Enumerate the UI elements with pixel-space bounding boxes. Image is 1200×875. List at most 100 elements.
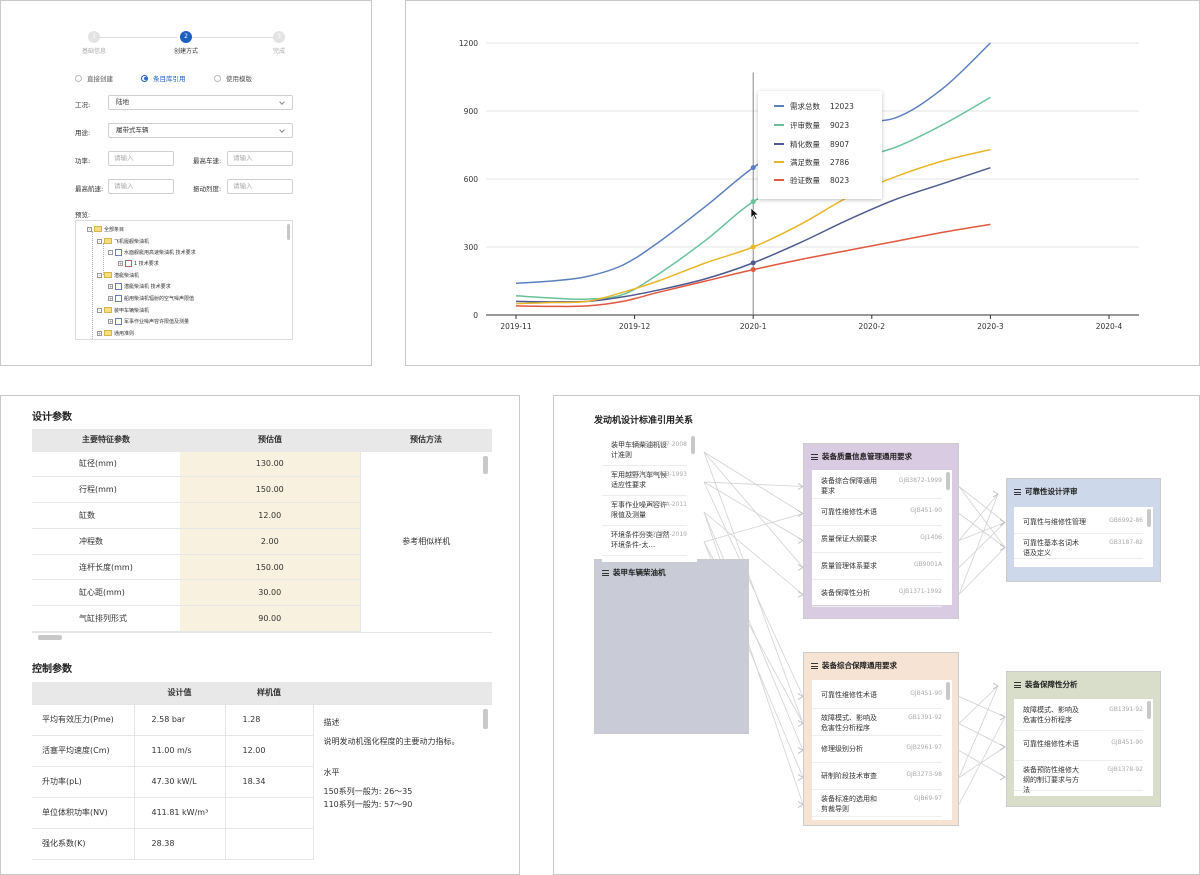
design-value[interactable]: 2.58 bar [134, 704, 226, 736]
vibration-input[interactable]: 请输入 [227, 179, 293, 194]
tree-scrollbar[interactable] [287, 224, 290, 240]
param-value[interactable]: 150.00 [180, 554, 360, 581]
vertical-scrollbar[interactable] [1147, 509, 1151, 527]
table-row[interactable]: 缸心距(mm) 30.00 [32, 579, 492, 607]
graph-node-list[interactable]: 可靠性维修性术语 GJB451-90 故障模式、影响及危害性分析程序 GB1391-9… [812, 680, 952, 820]
reference-edge [958, 685, 999, 724]
graph-node-supportability[interactable]: 装备保障性分析 故障模式、影响及危害性分析程序 GB1391-92 可靠性维修性术语 G… [1006, 671, 1161, 807]
standard-code: GJB2961-97 [906, 744, 942, 751]
table-row[interactable]: 行程(mm) 150.00 [32, 476, 492, 504]
graph-node-list[interactable]: 装备综合保障通用要求 GJB3872-1999 可靠性维修性术语 GJB451-90 质… [812, 470, 952, 607]
condition-select[interactable]: 陆地 [108, 95, 293, 110]
legend-swatch [774, 105, 784, 107]
standard-item[interactable]: 故障模式、影响及危害性分析程序 GB1391-92 [1014, 703, 1143, 731]
radio-library-reference[interactable]: 条目库引用 [141, 73, 186, 83]
standard-item[interactable]: 故障模式、影响及危害性分析程序 GB1391-92 [812, 711, 942, 736]
standard-item[interactable]: 军用越野汽车气候适应性要求 GJB1753-1993 [602, 468, 687, 496]
param-value[interactable]: 150.00 [180, 476, 360, 504]
preview-tree[interactable]: - 全部条目 - 飞机履舰柴油机 - 水面舰艇用高速柴油机 技术要求 +1 技术要求 … [75, 220, 293, 340]
tree-node[interactable]: + 通用准则 [97, 329, 134, 337]
reference-edge [958, 493, 999, 595]
tree-node[interactable]: + 船用柴油机辐射的空气噪声限值 [108, 294, 194, 302]
graph-node-support[interactable]: 装备综合保障通用要求 可靠性维修性术语 GJB451-90 故障模式、影响及危害性分析… [803, 652, 959, 826]
standard-name: 可靠性与维修性管理 [1023, 518, 1086, 526]
design-value[interactable]: 11.00 m/s [134, 735, 226, 767]
control-params-table: 设计值 样机值 平均有效压力(Pme) 2.58 bar 1.28 描述 说明发动机… [32, 682, 492, 860]
vertical-scrollbar[interactable] [1147, 701, 1151, 719]
graph-node-reliability[interactable]: 可靠性设计评审 可靠性与维修性管理 GB6992-86 可靠性基本名词术语及定义 GB3… [1006, 478, 1161, 582]
vertical-scrollbar[interactable] [483, 456, 488, 474]
standard-item[interactable]: 质量保证大纲要求 GJ1406 [812, 528, 942, 553]
standard-item[interactable]: 可靠性维修性术语 GJB451-90 [812, 684, 942, 709]
vertical-scrollbar[interactable] [691, 436, 695, 454]
table-row[interactable]: 单位体积功率(NV) 411.81 kW/m³ [32, 797, 492, 829]
sample-value[interactable]: 1.28 [225, 704, 314, 736]
standard-item[interactable]: 装备预防性维修大纲的制订要求与方法 GJB1378-92 [1014, 763, 1143, 794]
max-range-input[interactable]: 请输入 [108, 179, 174, 194]
tree-node[interactable]: - 潜艇柴油机 [97, 271, 139, 279]
graph-node-list[interactable]: 装甲车辆柴油机设计准则 GJB6227-2008 军用越野汽车气候适应性要求 GJB1… [602, 434, 697, 562]
vertical-scrollbar[interactable] [946, 472, 950, 490]
graph-node-quality[interactable]: 装备质量信息管理通用要求 装备综合保障通用要求 GJB3872-1999 可靠性维修性… [803, 443, 959, 619]
max-speed-input[interactable]: 请输入 [227, 151, 293, 166]
table-row[interactable]: 缸径(mm) 130.00 参考相似样机 [32, 451, 492, 632]
graph-node-list[interactable]: 可靠性与维修性管理 GB6992-86 可靠性基本名词术语及定义 GB3187-82 [1014, 507, 1153, 567]
standard-item[interactable]: 质量管理体系要求 GB9001A [812, 555, 942, 580]
design-value[interactable]: 47.30 kW/L [134, 766, 226, 798]
tree-node[interactable]: +1 技术要求 [118, 259, 159, 267]
usage-select[interactable]: 履带式车辆 [108, 123, 293, 138]
table-row[interactable]: 升功率(pL) 47.30 kW/L 18.34 [32, 766, 492, 798]
standard-item[interactable]: 装备标准的选用和剪裁导则 GJB69-97 [812, 792, 942, 817]
x-tick-label: 2019-12 [619, 322, 651, 331]
horizontal-scrollbar[interactable] [38, 635, 62, 640]
standard-name: 故障模式、影响及危害性分析程序 [1023, 706, 1079, 724]
standard-item[interactable]: 研制阶段技术审查 GJB3273-98 [812, 765, 942, 790]
table-row[interactable]: 活塞平均速度(Cm) 11.00 m/s 12.00 [32, 735, 492, 767]
standard-item[interactable]: 装甲车辆柴油机设计准则 GJB6227-2008 [602, 438, 687, 466]
step-finish[interactable]: 3 完成 [249, 31, 309, 55]
tree-node[interactable]: + 潜艇柴油机 技术要求 [108, 282, 171, 290]
sample-value[interactable]: 18.34 [225, 766, 314, 798]
graph-node-list[interactable]: 故障模式、影响及危害性分析程序 GB1391-92 可靠性维修性术语 GJB451-9… [1014, 699, 1153, 796]
tree-node[interactable]: - 全部条目 [87, 225, 124, 233]
standard-item[interactable]: 可靠性基本名词术语及定义 GB3187-82 [1014, 536, 1143, 559]
sample-value[interactable] [225, 797, 314, 829]
param-value[interactable]: 2.00 [180, 528, 360, 555]
table-row[interactable]: 连杆长度(mm) 150.00 [32, 554, 492, 581]
vertical-scrollbar[interactable] [483, 709, 488, 729]
standard-item[interactable]: 可靠性维修性术语 GJB451-90 [812, 501, 942, 526]
design-value[interactable]: 28.38 [134, 828, 226, 860]
param-name: 升功率(pL) [32, 766, 135, 798]
tree-node[interactable]: + 军事作业噪声容许限值及测量 [108, 317, 189, 325]
vertical-scrollbar[interactable] [946, 682, 950, 700]
condition-label: 工况: [75, 101, 91, 109]
radio-use-template[interactable]: 使用模版 [214, 73, 252, 83]
step-create-method[interactable]: 2 创建方式 [156, 31, 216, 55]
standard-item[interactable]: 修理级别分析 GJB2961-97 [812, 738, 942, 763]
tree-node[interactable]: - 飞机履舰柴油机 [97, 237, 149, 245]
standard-item[interactable]: 装备综合保障通用要求 GJB3872-1999 [812, 474, 942, 499]
table-row[interactable]: 缸数 12.00 [32, 502, 492, 529]
param-value[interactable]: 90.00 [180, 605, 360, 633]
standard-item[interactable]: 环境条件分类:自然环境条件-太... GBT4797.4-2019 [602, 528, 687, 556]
standard-item[interactable]: 可靠性与维修性管理 GB6992-86 [1014, 511, 1143, 534]
radio-direct-create[interactable]: 直接创建 [75, 73, 113, 83]
step-basic-info[interactable]: 1 基础信息 [64, 31, 124, 55]
table-row[interactable]: 冲程数 2.00 [32, 528, 492, 555]
power-input[interactable]: 请输入 [108, 151, 174, 166]
standard-item[interactable]: 装备保障性分析 GJB1371-1992 [812, 582, 942, 607]
tree-node[interactable]: - 装甲车辆柴油机 [97, 306, 149, 314]
table-row[interactable]: 强化系数(K) 28.38 [32, 828, 492, 860]
design-value[interactable]: 411.81 kW/m³ [134, 797, 226, 829]
graph-node-diesel[interactable]: 装甲车辆柴油机 装甲车辆柴油机设计准则 GJB6227-2008 军用越野汽车气候适应… [594, 434, 749, 734]
param-value[interactable]: 12.00 [180, 502, 360, 529]
table-row[interactable]: 气缸排列形式 90.00 [32, 605, 492, 633]
sample-value[interactable] [225, 828, 314, 860]
tree-node[interactable]: - 水面舰艇用高速柴油机 技术要求 [108, 248, 196, 256]
standard-item[interactable]: 可靠性维修性术语 GJB451-90 [1014, 733, 1143, 761]
param-value[interactable]: 130.00 [180, 451, 360, 478]
sample-value[interactable]: 12.00 [225, 735, 314, 767]
standard-item[interactable]: 军事作业噪声容许限值及测量 GJB50A-2011 [602, 498, 687, 526]
param-value[interactable]: 30.00 [180, 579, 360, 607]
table-row[interactable]: 平均有效压力(Pme) 2.58 bar 1.28 描述 说明发动机强化程度的主要动… [32, 704, 492, 809]
